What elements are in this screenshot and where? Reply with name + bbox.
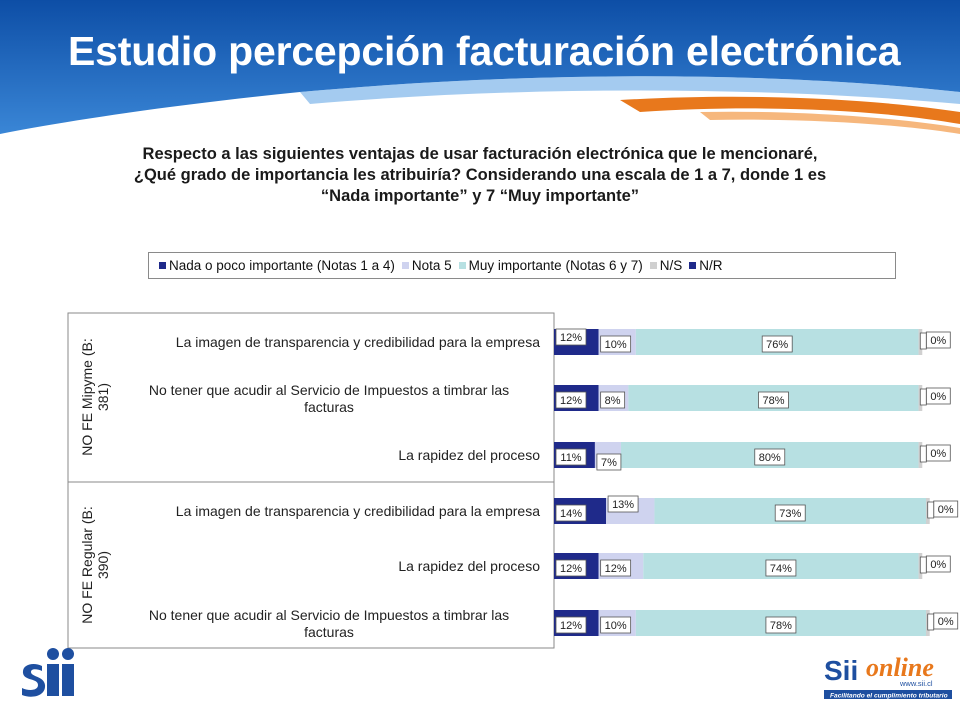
data-label-box-ns [927,613,935,631]
data-label-box [555,504,587,522]
legend-swatch-muy [458,262,466,269]
legend-label-nota5: Nota 5 [411,258,452,273]
legend-label-nada: Nada o poco importante (Notas 1 a 4) [169,258,395,273]
legend-item-muy: Muy importante (Notas 6 y 7) [458,258,643,273]
question-line-3: “Nada importante” y 7 “Muy importante” [320,187,640,205]
data-label-box-ns [927,501,935,519]
category-label-line: No tener que acudir al Servicio de Impue… [149,607,509,623]
data-label-box [555,616,587,634]
data-label-box [555,559,587,577]
data-label: 0% [938,504,954,516]
logo-right-tagline: Facilitando el cumplimiento tributario [830,693,948,700]
legend-item-ns: N/S [649,258,683,273]
data-label: 76% [766,339,788,351]
data-label: 12% [560,332,582,344]
legend-swatch-nada [159,262,166,269]
legend-label-muy: Muy importante (Notas 6 y 7) [468,258,643,273]
data-label-box [555,328,587,346]
data-label-box [596,453,622,471]
logo-right-url: www.sii.cl [899,679,933,688]
data-label: 12% [560,395,582,407]
survey-question: Respecto a las siguientes ventajas de us… [80,144,880,207]
category-label: La rapidez del proceso [398,558,540,574]
data-label-box [765,559,797,577]
data-label: 80% [759,452,781,464]
category-label: La rapidez del proceso [398,447,540,463]
data-label: 0% [930,448,946,460]
data-label: 73% [779,508,801,520]
data-label-box-ns [919,332,927,350]
category-label: La imagen de transparencia y credibilida… [176,503,540,519]
data-label: 12% [560,620,582,632]
legend-swatch-nota5 [401,262,409,269]
data-label-box [600,559,632,577]
data-label-box [607,495,639,513]
sii-online-logo: Sii online www.sii.cl Facilitando el cum… [824,653,952,700]
chart-legend: Nada o poco importante (Notas 1 a 4) Not… [148,252,896,279]
data-label: 78% [770,620,792,632]
data-label: 0% [930,335,946,347]
data-label-box [754,448,786,466]
data-label: 13% [612,499,634,511]
data-label-box [555,391,587,409]
data-label: 7% [601,457,617,469]
data-label-box-ns [919,445,927,463]
data-label: 12% [605,563,627,575]
data-label-box [600,335,632,353]
group-label: NO FE Regular (B:390) [79,506,111,623]
data-label: 8% [605,395,621,407]
data-label: 0% [930,391,946,403]
logo-right-online: online [866,653,934,682]
question-line-2: ¿Qué grado de importancia les atribuiría… [133,166,827,184]
legend-swatch-ns [649,262,657,269]
category-label-line: No tener que acudir al Servicio de Impue… [149,382,509,398]
data-label: 14% [560,508,582,520]
data-label-box [765,616,797,634]
header-banner [0,0,960,134]
data-label: 74% [770,563,792,575]
group-label: NO FE Mipyme (B:381) [79,338,111,455]
data-label-box-ns [919,388,927,406]
legend-swatch-nr [689,262,697,269]
legend-item-nota5: Nota 5 [401,258,452,273]
logo-right-sii: Sii [824,655,858,686]
legend-label-ns: N/S [659,258,683,273]
category-label-line: facturas [304,399,354,415]
data-label: 10% [605,339,627,351]
category-table-frame [67,312,555,649]
data-label-box [761,335,793,353]
data-label-box [600,616,632,634]
data-label: 0% [938,616,954,628]
sii-logo [22,648,74,697]
category-label: La imagen de transparencia y credibilida… [176,334,540,350]
question-line-1: Respecto a las siguientes ventajas de us… [142,145,818,163]
data-label-box-ns [919,556,927,574]
page-title: Estudio percepción facturación electróni… [68,28,901,74]
data-label: 0% [930,559,946,571]
data-label-box [600,391,626,409]
data-label-box [758,391,789,409]
data-label: 12% [560,563,582,575]
legend-label-nr: N/R [699,258,723,273]
legend-item-nada: Nada o poco importante (Notas 1 a 4) [159,258,395,273]
data-label: 10% [605,620,627,632]
data-label-box [774,504,806,522]
data-label: 78% [762,395,784,407]
category-label-line: facturas [304,624,354,640]
legend-item-nr: N/R [689,258,723,273]
data-label-box [555,448,587,466]
data-label: 11% [560,452,581,464]
